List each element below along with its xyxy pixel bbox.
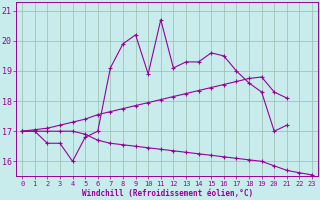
X-axis label: Windchill (Refroidissement éolien,°C): Windchill (Refroidissement éolien,°C) <box>82 189 253 198</box>
